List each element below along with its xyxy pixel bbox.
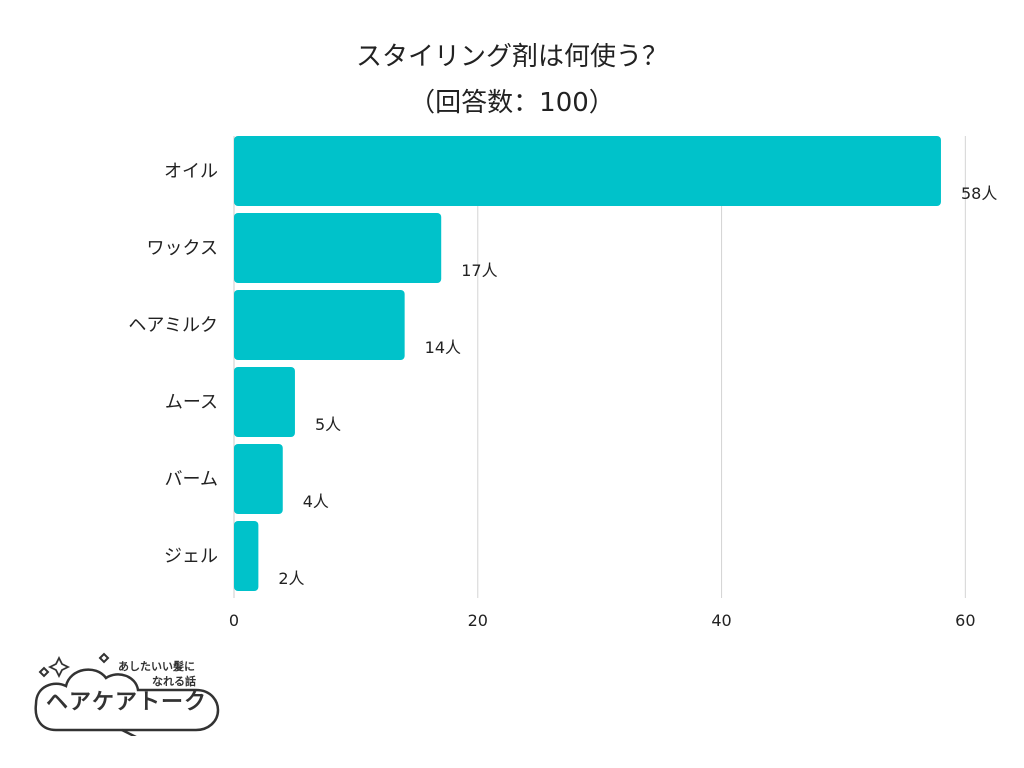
chart-subtitle: （回答数：100） xyxy=(409,88,615,118)
x-tick-label: 20 xyxy=(468,611,488,630)
data-label: 17人 xyxy=(461,261,497,280)
data-label: 14人 xyxy=(425,338,461,357)
category-label: ムース xyxy=(165,392,218,413)
bar xyxy=(234,521,259,591)
bar xyxy=(234,444,283,514)
hair-care-talk-logo-icon xyxy=(34,652,220,736)
data-label: 58人 xyxy=(961,184,997,203)
logo-tagline-2: なれる話 xyxy=(152,675,196,688)
category-label: オイル xyxy=(164,161,218,182)
logo-name: ヘアケアトーク xyxy=(46,690,208,715)
x-tick-label: 40 xyxy=(711,611,731,630)
category-label: ワックス xyxy=(147,238,218,259)
data-label: 5人 xyxy=(315,415,341,434)
data-label: 4人 xyxy=(303,492,329,511)
logo-tagline-1: あしたいい髪に xyxy=(118,660,195,673)
chart-title: スタイリング剤は何使う？ xyxy=(355,42,668,72)
category-label: ジェル xyxy=(164,546,218,567)
x-tick-label: 0 xyxy=(229,611,239,630)
category-label: ヘアミルク xyxy=(128,315,218,336)
bar xyxy=(234,136,941,206)
data-label: 2人 xyxy=(278,569,304,588)
bar xyxy=(234,290,405,360)
category-label: バーム xyxy=(165,469,218,490)
bar xyxy=(234,213,442,283)
x-tick-label: 60 xyxy=(955,611,975,630)
bar xyxy=(234,367,295,437)
